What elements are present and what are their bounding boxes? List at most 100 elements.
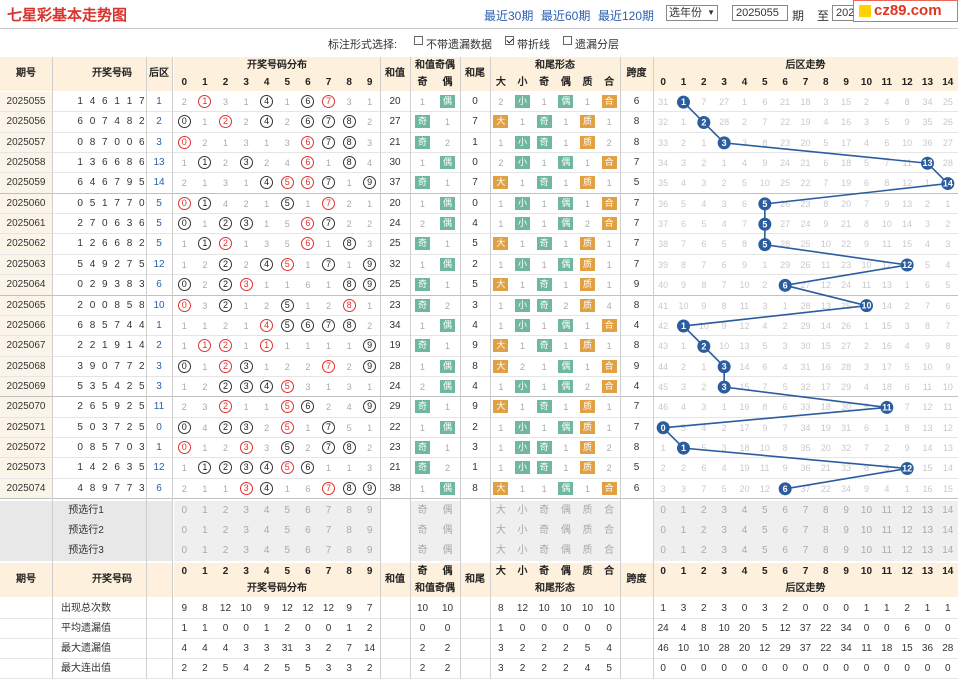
preselect-digit[interactable]: 0 — [174, 501, 195, 521]
preselect-back[interactable]: 9 — [836, 541, 857, 561]
preselect-back[interactable]: 4 — [734, 501, 755, 521]
preselect-back[interactable]: 10 — [856, 541, 877, 561]
preselect-back[interactable]: 14 — [937, 541, 958, 561]
preselect-form[interactable]: 质 — [576, 541, 599, 561]
preselect-back[interactable]: 2 — [693, 501, 714, 521]
preselect-back[interactable]: 7 — [795, 541, 816, 561]
preselect-form[interactable]: 奇 — [533, 521, 555, 541]
preselect-digit[interactable]: 8 — [338, 521, 360, 541]
preselect-back[interactable]: 4 — [734, 541, 755, 561]
preselect-digit[interactable]: 1 — [194, 521, 216, 541]
preselect-digit[interactable]: 5 — [277, 541, 298, 561]
preselect-form[interactable]: 偶 — [555, 501, 577, 521]
preselect-digit[interactable]: 5 — [277, 501, 298, 521]
link-recent-60[interactable]: 最近60期 — [541, 9, 591, 23]
preselect-form[interactable]: 合 — [598, 501, 620, 521]
preselect-back[interactable]: 10 — [856, 501, 877, 521]
preselect-digit[interactable]: 4 — [256, 541, 277, 561]
preselect-back[interactable]: 11 — [876, 541, 897, 561]
preselect-oe[interactable]: 奇 — [410, 501, 435, 521]
preselect-oe[interactable]: 偶 — [435, 541, 460, 561]
preselect-digit[interactable]: 8 — [338, 541, 360, 561]
checkbox-missing-layer[interactable] — [563, 36, 572, 45]
preselect-back[interactable]: 3 — [714, 541, 735, 561]
preselect-back[interactable]: 0 — [653, 501, 674, 521]
preselect-form[interactable]: 小 — [511, 501, 534, 521]
preselect-digit[interactable]: 6 — [297, 521, 319, 541]
preselect-form[interactable]: 质 — [576, 521, 599, 541]
preselect-digit[interactable]: 7 — [318, 521, 339, 541]
preselect-back[interactable]: 12 — [897, 501, 918, 521]
preselect-back[interactable]: 9 — [836, 501, 857, 521]
preselect-back[interactable]: 4 — [734, 521, 755, 541]
preselect-back[interactable]: 10 — [856, 521, 877, 541]
header-issue[interactable]: 期号 — [0, 57, 52, 91]
preselect-form[interactable]: 小 — [511, 521, 534, 541]
preselect-back[interactable]: 2 — [693, 521, 714, 541]
preselect-form[interactable]: 合 — [598, 541, 620, 561]
checkbox-polyline[interactable] — [505, 36, 514, 45]
preselect-back[interactable]: 7 — [795, 501, 816, 521]
to-issue-input[interactable]: 202 — [832, 5, 856, 21]
preselect-back[interactable]: 1 — [673, 521, 694, 541]
preselect-form[interactable]: 奇 — [533, 501, 555, 521]
preselect-digit[interactable]: 2 — [215, 501, 236, 521]
preselect-form[interactable]: 合 — [598, 521, 620, 541]
preselect-form[interactable]: 小 — [511, 541, 534, 561]
preselect-digit[interactable]: 6 — [297, 501, 319, 521]
preselect-back[interactable]: 0 — [653, 541, 674, 561]
preselect-back[interactable]: 1 — [673, 501, 694, 521]
preselect-back[interactable]: 13 — [917, 501, 938, 521]
preselect-digit[interactable]: 2 — [215, 541, 236, 561]
preselect-back[interactable]: 11 — [876, 521, 897, 541]
preselect-back[interactable]: 5 — [754, 501, 775, 521]
link-recent-30[interactable]: 最近30期 — [484, 9, 534, 23]
preselect-oe[interactable]: 偶 — [435, 501, 460, 521]
preselect-digit[interactable]: 4 — [256, 501, 277, 521]
preselect-back[interactable]: 2 — [693, 541, 714, 561]
preselect-back[interactable]: 8 — [815, 501, 836, 521]
preselect-back[interactable]: 11 — [876, 501, 897, 521]
preselect-back[interactable]: 5 — [754, 521, 775, 541]
preselect-digit[interactable]: 4 — [256, 521, 277, 541]
preselect-digit[interactable]: 0 — [174, 521, 195, 541]
preselect-oe[interactable]: 奇 — [410, 541, 435, 561]
preselect-digit[interactable]: 7 — [318, 541, 339, 561]
preselect-form[interactable]: 大 — [490, 541, 512, 561]
checkbox-no-missing[interactable] — [414, 36, 423, 45]
preselect-form[interactable]: 大 — [490, 501, 512, 521]
preselect-oe[interactable]: 奇 — [410, 521, 435, 541]
preselect-back[interactable]: 6 — [775, 501, 796, 521]
preselect-form[interactable]: 偶 — [555, 541, 577, 561]
site-logo[interactable]: cz89.com — [853, 0, 958, 22]
preselect-digit[interactable]: 3 — [235, 501, 257, 521]
preselect-digit[interactable]: 3 — [235, 521, 257, 541]
preselect-back[interactable]: 12 — [897, 541, 918, 561]
preselect-oe[interactable]: 偶 — [435, 521, 460, 541]
preselect-back[interactable]: 6 — [775, 541, 796, 561]
preselect-digit[interactable]: 1 — [194, 541, 216, 561]
preselect-form[interactable]: 大 — [490, 521, 512, 541]
preselect-digit[interactable]: 9 — [359, 541, 380, 561]
preselect-back[interactable]: 9 — [836, 521, 857, 541]
preselect-digit[interactable]: 2 — [215, 521, 236, 541]
preselect-digit[interactable]: 8 — [338, 501, 360, 521]
preselect-back[interactable]: 13 — [917, 541, 938, 561]
preselect-back[interactable]: 1 — [673, 541, 694, 561]
preselect-back[interactable]: 0 — [653, 521, 674, 541]
preselect-back[interactable]: 14 — [937, 501, 958, 521]
preselect-back[interactable]: 3 — [714, 521, 735, 541]
preselect-digit[interactable]: 0 — [174, 541, 195, 561]
preselect-form[interactable]: 质 — [576, 501, 599, 521]
preselect-digit[interactable]: 3 — [235, 541, 257, 561]
link-recent-120[interactable]: 最近120期 — [598, 9, 655, 23]
preselect-digit[interactable]: 9 — [359, 501, 380, 521]
preselect-form[interactable]: 偶 — [555, 521, 577, 541]
year-select[interactable]: 选年份 ▼ — [666, 5, 718, 21]
preselect-back[interactable]: 13 — [917, 521, 938, 541]
preselect-back[interactable]: 5 — [754, 541, 775, 561]
preselect-back[interactable]: 14 — [937, 521, 958, 541]
preselect-back[interactable]: 12 — [897, 521, 918, 541]
preselect-digit[interactable]: 6 — [297, 541, 319, 561]
preselect-back[interactable]: 6 — [775, 521, 796, 541]
